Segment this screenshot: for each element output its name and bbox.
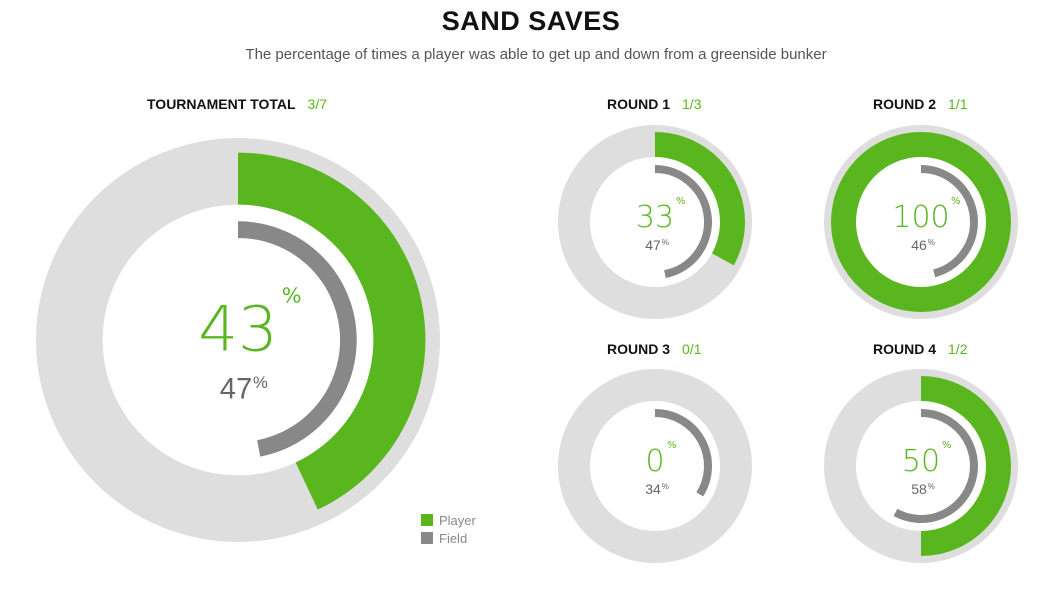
field-pct-symbol: % bbox=[928, 482, 935, 491]
player-pct-symbol: % bbox=[951, 196, 961, 207]
field-pct-symbol: % bbox=[662, 238, 669, 247]
panel-ratio: 0/1 bbox=[682, 341, 702, 357]
field-pct-label: 58 bbox=[911, 481, 927, 497]
field-pct-label: 47 bbox=[645, 237, 661, 253]
donut-inner bbox=[102, 204, 374, 476]
player-pct-symbol: % bbox=[942, 440, 952, 451]
donut-inner bbox=[590, 157, 720, 287]
panel-ratio: 3/7 bbox=[307, 96, 328, 112]
field-arc bbox=[654, 165, 712, 278]
player-pct-symbol: % bbox=[676, 196, 686, 207]
player-pct-symbol: % bbox=[667, 440, 677, 451]
panel-label-round-3: ROUND 3 0/1 bbox=[607, 341, 701, 357]
field-pct-symbol: % bbox=[253, 373, 268, 392]
panel-label-round-2: ROUND 2 1/1 bbox=[873, 96, 967, 112]
legend-swatch-field bbox=[421, 532, 433, 544]
legend-label-player: Player bbox=[439, 512, 476, 528]
legend: Player Field bbox=[421, 511, 476, 547]
chart-title: SAND SAVES bbox=[441, 6, 621, 36]
panel-name: ROUND 4 bbox=[873, 341, 937, 357]
field-arc bbox=[237, 221, 357, 457]
field-pct-symbol: % bbox=[662, 482, 669, 491]
donut-inner bbox=[856, 401, 986, 531]
field-pct-label: 34 bbox=[645, 481, 661, 497]
panel-name: ROUND 1 bbox=[607, 96, 671, 112]
panel-ratio: 1/2 bbox=[948, 341, 968, 357]
panel-ratio: 1/1 bbox=[948, 96, 968, 112]
panel-ratio: 1/3 bbox=[682, 96, 702, 112]
legend-item-field: Field bbox=[421, 529, 476, 547]
legend-item-player: Player bbox=[421, 511, 476, 529]
player-pct-symbol: % bbox=[282, 284, 302, 308]
player-pct-label: 100 bbox=[892, 200, 949, 235]
panel-label-total: TOURNAMENT TOTAL 3/7 bbox=[147, 96, 327, 112]
field-arc bbox=[893, 409, 978, 523]
panel-name: TOURNAMENT TOTAL bbox=[147, 96, 296, 112]
player-pct-label: 0 bbox=[645, 444, 664, 479]
panel-label-round-4: ROUND 4 1/2 bbox=[873, 341, 967, 357]
field-pct-label: 47 bbox=[220, 373, 252, 405]
player-pct-label: 33 bbox=[636, 200, 674, 235]
field-pct-symbol: % bbox=[928, 238, 935, 247]
panel-label-round-1: ROUND 1 1/3 bbox=[607, 96, 701, 112]
legend-swatch-player bbox=[421, 514, 433, 526]
donut-inner bbox=[856, 157, 986, 287]
panel-name: ROUND 3 bbox=[607, 341, 671, 357]
chart-subtitle: The percentage of times a player was abl… bbox=[245, 46, 827, 63]
field-arc bbox=[654, 409, 712, 497]
player-pct-label: 43 bbox=[198, 292, 278, 365]
donut-inner bbox=[590, 401, 720, 531]
field-arc bbox=[920, 165, 978, 278]
legend-label-field: Field bbox=[439, 530, 468, 546]
panel-name: ROUND 2 bbox=[873, 96, 937, 112]
player-pct-label: 50 bbox=[902, 444, 940, 479]
field-pct-label: 46 bbox=[911, 237, 927, 253]
